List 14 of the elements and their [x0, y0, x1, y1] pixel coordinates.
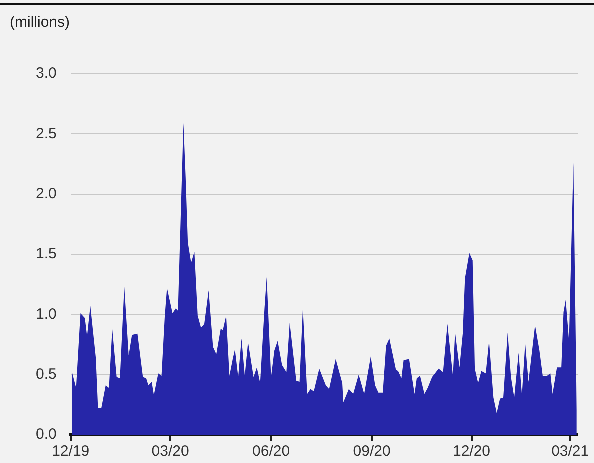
x-tick-label: 12/20	[452, 443, 491, 460]
y-axis-title: (millions)	[10, 14, 70, 31]
x-tick-label: 09/20	[353, 443, 391, 460]
y-tick-label: 0.5	[36, 366, 57, 383]
y-tick-label: 1.0	[36, 306, 57, 323]
y-tick-label: 0.0	[36, 426, 57, 444]
x-tick-label: 03/20	[152, 443, 190, 460]
y-tick-label: 3.0	[36, 65, 57, 82]
y-tick-label: 2.5	[36, 125, 57, 142]
x-tick-label: 06/20	[252, 443, 290, 460]
x-tick-label: 03/21	[552, 443, 590, 460]
y-tick-label: 1.5	[36, 246, 57, 263]
y-tick-label: 2.0	[36, 185, 57, 202]
x-tick-label: 12/19	[52, 443, 90, 460]
